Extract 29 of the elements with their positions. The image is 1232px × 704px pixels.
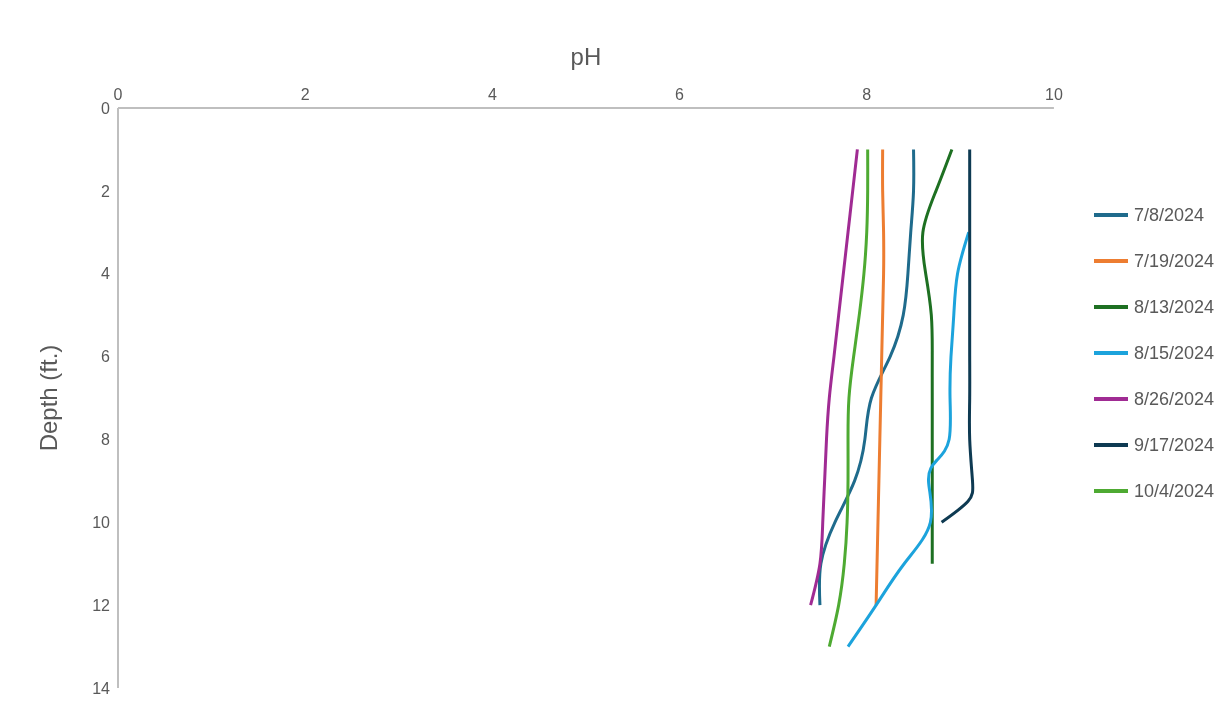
y-tick-label: 0	[101, 99, 111, 117]
line-series	[920, 147, 954, 566]
legend-label: 9/17/2024	[1133, 434, 1214, 456]
y-tick-label: 8	[101, 431, 111, 449]
line-series	[940, 147, 975, 524]
x-tick-label: 0	[113, 86, 123, 103]
legend-label: 8/26/2024	[1133, 388, 1214, 410]
legend-label: 7/8/2024	[1133, 204, 1204, 226]
y-tick-label: 6	[101, 348, 111, 366]
x-tick-label: 4	[487, 86, 497, 103]
line-series	[846, 230, 971, 649]
legend-label: 7/19/2024	[1133, 250, 1214, 272]
x-tick-label: 8	[862, 86, 872, 103]
y-axis-title: Depth (ft.)	[34, 344, 62, 452]
legend-label: 8/15/2024	[1133, 342, 1214, 364]
line-series	[809, 147, 859, 607]
line-series	[827, 147, 870, 649]
y-tick-label: 12	[92, 596, 111, 614]
y-tick-label: 2	[101, 182, 111, 200]
x-tick-label: 2	[300, 86, 310, 103]
y-tick-label: 14	[92, 679, 111, 697]
x-axis-title: pH	[570, 43, 602, 71]
y-tick-label: 4	[101, 265, 111, 283]
legend-label: 10/4/2024	[1133, 480, 1214, 502]
x-tick-label: 10	[1045, 86, 1063, 103]
line-series	[817, 147, 916, 607]
y-tick-label: 10	[92, 513, 111, 531]
x-tick-label: 6	[675, 86, 685, 103]
legend-label: 8/13/2024	[1133, 296, 1214, 318]
